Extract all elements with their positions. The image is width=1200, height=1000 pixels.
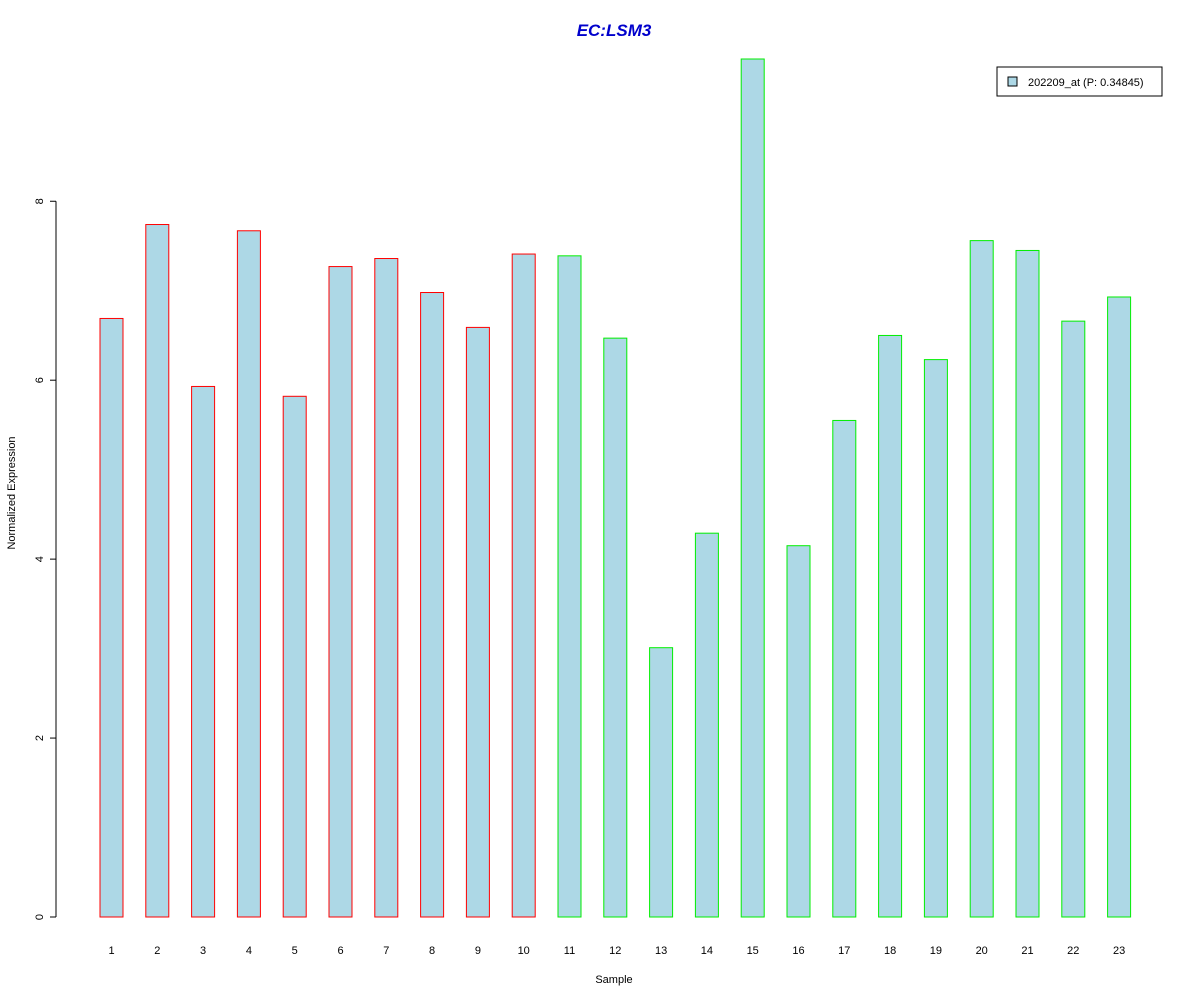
bar-sample-9 bbox=[465, 326, 490, 918]
y-tick-label: 0 bbox=[34, 914, 46, 920]
bar-sample-7 bbox=[374, 258, 399, 918]
x-tick-label: 16 bbox=[792, 945, 804, 957]
x-tick-label: 6 bbox=[337, 945, 343, 957]
bar-sample-12 bbox=[603, 337, 628, 918]
y-axis: 0 2 4 6 8 bbox=[34, 198, 57, 920]
y-tick-label: 2 bbox=[34, 735, 46, 741]
x-tick-label: 5 bbox=[292, 945, 298, 957]
legend: 202209_at (P: 0.34845) bbox=[996, 66, 1163, 97]
x-tick-label: 20 bbox=[976, 945, 988, 957]
x-tick-label: 8 bbox=[429, 945, 435, 957]
x-tick-label: 18 bbox=[884, 945, 896, 957]
y-tick-label: 6 bbox=[34, 377, 46, 383]
x-tick-label: 22 bbox=[1067, 945, 1079, 957]
bar-sample-5 bbox=[282, 395, 307, 918]
bar-sample-15 bbox=[740, 58, 765, 918]
x-tick-label: 12 bbox=[609, 945, 621, 957]
x-tick-label: 17 bbox=[838, 945, 850, 957]
bar-sample-4 bbox=[236, 230, 261, 918]
bar-sample-11 bbox=[557, 255, 582, 918]
x-axis-label: Sample bbox=[595, 974, 632, 986]
x-tick-label: 13 bbox=[655, 945, 667, 957]
x-tick-label: 23 bbox=[1113, 945, 1125, 957]
bar-sample-21 bbox=[1015, 249, 1040, 918]
x-tick-label: 1 bbox=[108, 945, 114, 957]
bar-sample-1 bbox=[99, 317, 124, 918]
x-tick-label: 21 bbox=[1021, 945, 1033, 957]
chart-title: EC:LSM3 bbox=[577, 21, 652, 40]
y-tick-label: 4 bbox=[34, 556, 46, 562]
x-tick-label: 11 bbox=[564, 945, 575, 957]
x-tick-label: 10 bbox=[518, 945, 530, 957]
x-tick-label: 4 bbox=[246, 945, 252, 957]
x-tick-label: 2 bbox=[154, 945, 160, 957]
bar-sample-20 bbox=[969, 240, 994, 918]
bar-sample-18 bbox=[878, 334, 903, 918]
x-tick-label: 14 bbox=[701, 945, 713, 957]
x-tick-label: 9 bbox=[475, 945, 481, 957]
bar-series bbox=[99, 58, 1132, 918]
bar-sample-16 bbox=[786, 545, 811, 918]
x-tick-label: 3 bbox=[200, 945, 206, 957]
legend-label: 202209_at (P: 0.34845) bbox=[1028, 77, 1144, 89]
x-axis-tick-labels: 1 2 3 4 5 6 7 8 9 10 11 12 13 14 15 16 17 18 19 20 21 22 23 bbox=[108, 945, 1125, 957]
bar-sample-14 bbox=[694, 532, 719, 918]
bar-sample-8 bbox=[420, 292, 445, 918]
bar-sample-10 bbox=[511, 253, 536, 918]
x-tick-label: 15 bbox=[747, 945, 759, 957]
x-tick-label: 7 bbox=[383, 945, 389, 957]
x-tick-label: 19 bbox=[930, 945, 942, 957]
bar-sample-2 bbox=[145, 224, 170, 918]
bar-sample-3 bbox=[191, 385, 216, 918]
bar-sample-19 bbox=[923, 359, 948, 918]
legend-swatch bbox=[1007, 76, 1018, 87]
bar-sample-22 bbox=[1061, 320, 1086, 918]
y-tick-label: 8 bbox=[34, 198, 46, 204]
bar-sample-13 bbox=[649, 647, 674, 918]
legend-box bbox=[996, 66, 1163, 97]
bar-sample-6 bbox=[328, 266, 353, 918]
bar-sample-23 bbox=[1107, 296, 1132, 918]
bar-sample-17 bbox=[832, 419, 857, 918]
y-axis-label: Normalized Expression bbox=[6, 436, 18, 549]
